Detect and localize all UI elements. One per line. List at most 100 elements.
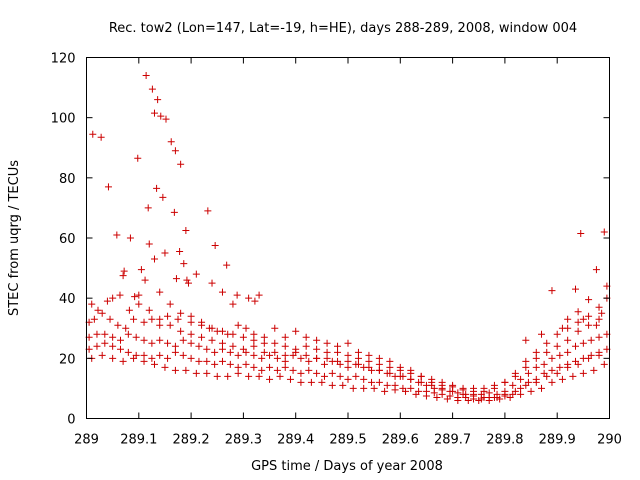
- data-point: [386, 363, 394, 371]
- data-point: [271, 348, 279, 356]
- data-point: [558, 375, 566, 383]
- data-point: [251, 297, 259, 305]
- data-point: [271, 324, 279, 332]
- data-point: [260, 339, 268, 347]
- data-point: [211, 360, 219, 368]
- data-point: [213, 372, 221, 380]
- data-point: [245, 294, 253, 302]
- data-point: [585, 296, 593, 304]
- y-tick-label: 120: [51, 52, 76, 67]
- data-point: [234, 321, 242, 329]
- data-point: [354, 348, 362, 356]
- plot-points: [85, 72, 611, 404]
- data-point: [511, 387, 519, 395]
- data-point: [600, 360, 608, 368]
- x-tick-label: 289.9: [539, 433, 576, 448]
- data-point: [595, 303, 603, 311]
- data-point: [208, 279, 216, 287]
- data-point: [548, 287, 556, 295]
- data-point: [223, 261, 231, 269]
- data-point: [114, 321, 122, 329]
- data-point: [344, 357, 352, 365]
- data-point: [179, 336, 187, 344]
- data-point: [170, 208, 178, 216]
- data-point: [517, 375, 525, 383]
- data-point: [218, 288, 226, 296]
- data-point: [250, 351, 258, 359]
- data-point: [313, 345, 321, 353]
- data-point: [234, 363, 242, 371]
- data-point: [131, 293, 139, 301]
- data-point: [130, 315, 138, 323]
- data-point: [218, 339, 226, 347]
- data-point: [365, 363, 373, 371]
- data-point: [577, 229, 585, 237]
- data-point: [101, 330, 109, 338]
- data-point: [475, 396, 483, 404]
- data-point: [334, 348, 342, 356]
- data-point: [281, 357, 289, 365]
- data-point: [407, 384, 415, 392]
- data-point: [187, 339, 195, 347]
- data-point: [198, 333, 206, 341]
- data-point: [449, 387, 457, 395]
- data-point: [527, 387, 535, 395]
- y-axis-label: STEC from uqrg / TECUs: [7, 160, 22, 316]
- data-point: [511, 372, 519, 380]
- x-tick-label: 289.4: [277, 433, 314, 448]
- data-point: [229, 342, 237, 350]
- data-point: [517, 384, 525, 392]
- data-point: [574, 360, 582, 368]
- data-point: [430, 389, 438, 397]
- data-point: [543, 348, 551, 356]
- data-point: [109, 354, 117, 362]
- data-point: [438, 390, 446, 398]
- chart-title: Rec. tow2 (Lon=147, Lat=-19, h=HE), days…: [109, 21, 577, 36]
- data-point: [572, 342, 580, 350]
- data-point: [517, 390, 525, 398]
- data-point: [297, 378, 305, 386]
- data-point: [490, 381, 498, 389]
- x-tick-label: 289.1: [120, 433, 157, 448]
- x-tick-label: 289.3: [225, 433, 262, 448]
- data-point: [203, 345, 211, 353]
- data-point: [116, 291, 124, 299]
- data-point: [585, 354, 593, 362]
- data-point: [595, 315, 603, 323]
- data-point: [438, 378, 446, 386]
- data-point: [417, 372, 425, 380]
- data-point: [585, 312, 593, 320]
- data-point: [297, 369, 305, 377]
- x-tick-label: 289.6: [382, 433, 419, 448]
- data-point: [140, 336, 148, 344]
- data-point: [211, 242, 219, 250]
- plot-frame: [86, 57, 610, 419]
- data-point: [255, 372, 263, 380]
- data-point: [218, 345, 226, 353]
- data-point: [276, 372, 284, 380]
- data-point: [145, 240, 153, 248]
- data-point: [506, 393, 514, 401]
- data-point: [289, 366, 297, 374]
- data-point: [192, 369, 200, 377]
- data-point: [179, 351, 187, 359]
- data-point: [553, 342, 561, 350]
- data-point: [239, 345, 247, 353]
- data-point: [239, 333, 247, 341]
- data-point: [339, 381, 347, 389]
- data-point: [422, 392, 430, 400]
- data-point: [182, 226, 190, 234]
- data-point: [344, 351, 352, 359]
- data-point: [375, 366, 383, 374]
- data-point: [134, 154, 142, 162]
- data-point: [297, 354, 305, 362]
- data-point: [574, 318, 582, 326]
- data-point: [271, 339, 279, 347]
- data-point: [349, 384, 357, 392]
- data-point: [553, 369, 561, 377]
- data-point: [454, 396, 462, 404]
- data-point: [501, 378, 509, 386]
- data-point: [103, 297, 111, 305]
- y-tick-label: 100: [51, 112, 76, 127]
- data-point: [250, 342, 258, 350]
